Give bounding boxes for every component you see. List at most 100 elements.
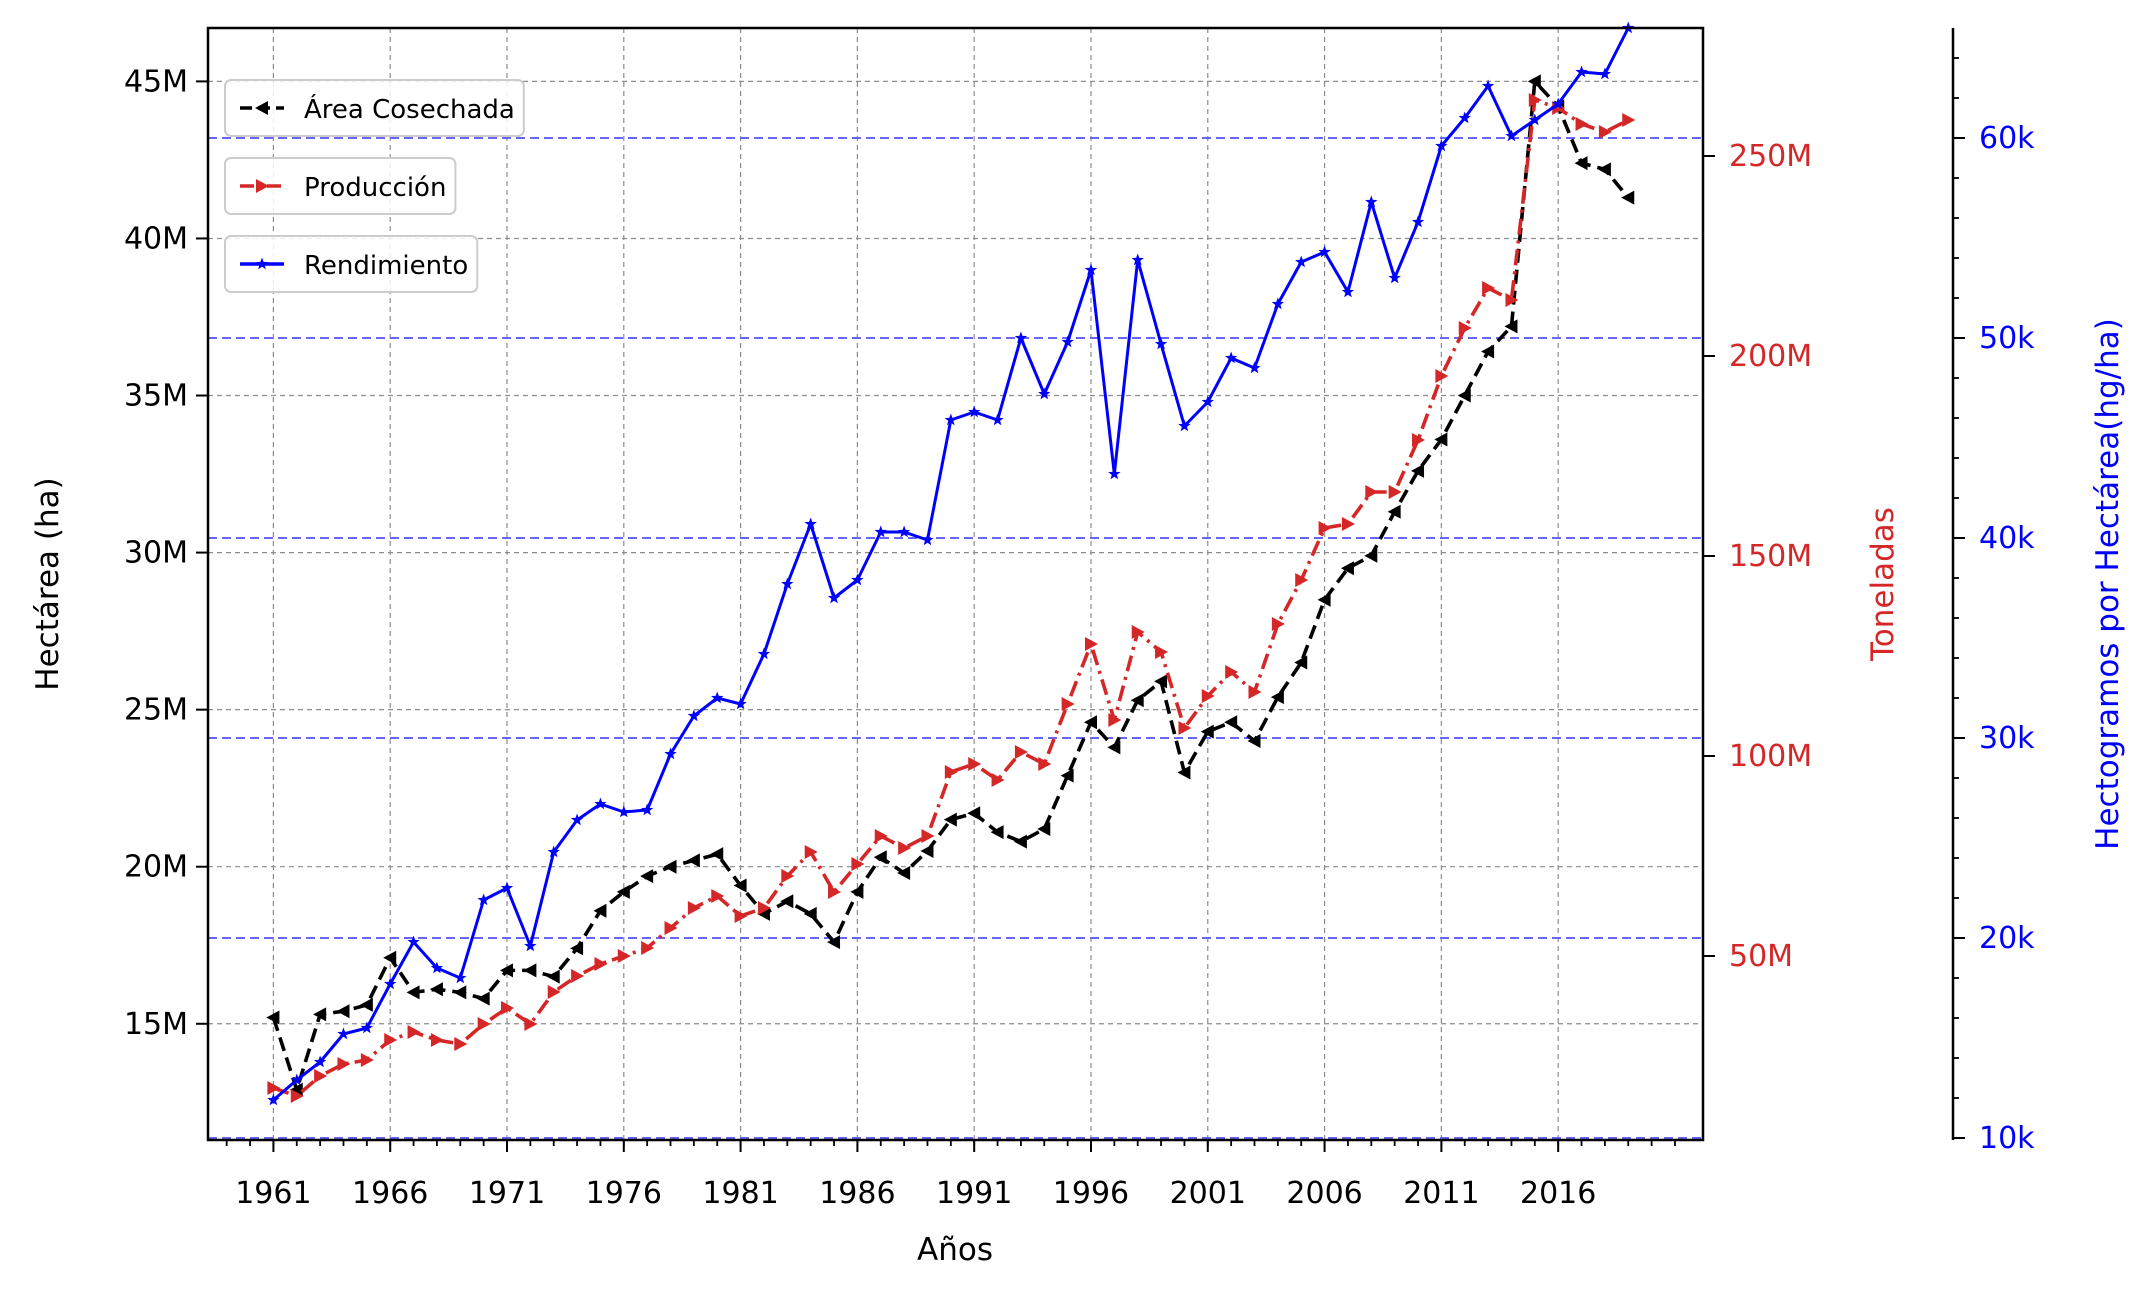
- data-point: [874, 525, 887, 538]
- x-tick-label: 2011: [1403, 1176, 1479, 1211]
- right2-tick-label: 30k: [1979, 721, 2035, 756]
- data-point: [1597, 162, 1611, 177]
- data-point: [1061, 335, 1074, 348]
- data-point: [430, 961, 444, 974]
- data-point: [733, 878, 747, 893]
- data-point: [944, 765, 958, 779]
- right1-tick-label: 50M: [1729, 939, 1793, 974]
- data-point: [804, 517, 817, 530]
- data-point: [873, 850, 887, 865]
- data-point: [313, 1055, 327, 1068]
- data-point: [968, 405, 981, 418]
- data-point: [1201, 395, 1214, 408]
- data-point: [1131, 253, 1144, 266]
- data-point: [1108, 713, 1122, 727]
- right1-tick-label: 250M: [1729, 139, 1812, 174]
- data-point: [967, 806, 981, 821]
- right2-axis-ticks: 10k 20k 30k 40k 50k 60k: [1953, 57, 2035, 1156]
- data-point: [1224, 715, 1238, 730]
- x-tick-label: 1991: [936, 1176, 1012, 1211]
- data-point: [664, 921, 678, 935]
- data-point: [1177, 765, 1191, 780]
- data-point: [1505, 293, 1519, 307]
- left-tick-label: 45M: [124, 64, 188, 99]
- data-point: [337, 1027, 350, 1040]
- data-point: [289, 1082, 303, 1097]
- data-point: [1201, 689, 1215, 703]
- left-axis-title: Hectárea (ha): [30, 477, 66, 690]
- data-point: [1107, 740, 1121, 755]
- data-point: [1084, 263, 1098, 276]
- data-point: [384, 977, 397, 990]
- data-point: [1622, 113, 1636, 127]
- data-point: [617, 805, 630, 818]
- right1-tick-label: 100M: [1729, 739, 1812, 774]
- left-axis-ticks: 15M 20M 25M 30M 35M 40M 45M: [124, 64, 208, 1042]
- data-point: [1083, 715, 1097, 730]
- data-point: [1388, 271, 1401, 284]
- data-point: [641, 941, 655, 955]
- data-point: [266, 1010, 280, 1025]
- data-point: [1598, 67, 1612, 80]
- legend-entry: Producción: [224, 157, 457, 215]
- data-point: [687, 901, 701, 915]
- right1-tick-label: 150M: [1729, 539, 1812, 574]
- data-point: [1270, 690, 1284, 705]
- data-point: [360, 1053, 374, 1067]
- data-point: [686, 853, 700, 868]
- legend-marker: [255, 257, 269, 270]
- data-point: [991, 773, 1005, 787]
- data-point: [920, 844, 934, 859]
- data-point: [384, 1033, 398, 1047]
- x-tick-label: 1961: [235, 1176, 311, 1211]
- data-point: [851, 857, 865, 871]
- data-point: [267, 1093, 280, 1106]
- right1-tick-label: 200M: [1729, 339, 1812, 374]
- data-point: [1364, 548, 1378, 563]
- legend-box: [224, 79, 525, 137]
- data-point: [1505, 129, 1518, 142]
- data-point: [1038, 387, 1051, 400]
- data-point: [1178, 721, 1192, 735]
- data-point: [828, 885, 842, 899]
- left-tick-label: 40M: [124, 221, 188, 256]
- legend-label: Rendimiento: [304, 251, 468, 281]
- legend-marker: [255, 101, 268, 115]
- data-point: [570, 941, 584, 956]
- data-point: [711, 691, 724, 704]
- data-point: [1458, 321, 1472, 335]
- data-point: [1457, 388, 1471, 403]
- data-point: [524, 1017, 538, 1031]
- data-point: [616, 884, 630, 899]
- data-point: [454, 1037, 468, 1051]
- series-1: [267, 93, 1636, 1103]
- data-point: [524, 939, 537, 952]
- data-point: [1317, 592, 1331, 607]
- data-point: [1294, 655, 1308, 670]
- data-point: [336, 1004, 350, 1019]
- data-point: [781, 577, 794, 590]
- data-point: [1365, 485, 1379, 499]
- data-point: [500, 881, 514, 894]
- data-point: [546, 969, 560, 984]
- data-point: [501, 1001, 514, 1015]
- data-point: [1527, 74, 1541, 89]
- right2-tick-label: 20k: [1979, 921, 2035, 956]
- grid: [208, 28, 1703, 1140]
- data-point: [359, 997, 373, 1012]
- x-tick-label: 1986: [819, 1176, 895, 1211]
- data-point: [1295, 255, 1308, 268]
- legend-entry: Área Cosechada: [224, 79, 525, 137]
- data-point: [429, 982, 443, 997]
- series-line: [271, 79, 1630, 1092]
- x-tick-label: 1976: [586, 1176, 662, 1211]
- data-point: [780, 894, 794, 909]
- data-point: [383, 950, 397, 965]
- data-point: [943, 812, 957, 827]
- x-tick-label: 1996: [1053, 1176, 1129, 1211]
- left-tick-label: 30M: [124, 536, 188, 571]
- data-point: [547, 845, 560, 858]
- data-point: [1411, 463, 1425, 478]
- data-point: [1154, 337, 1168, 350]
- right2-tick-label: 50k: [1979, 321, 2035, 356]
